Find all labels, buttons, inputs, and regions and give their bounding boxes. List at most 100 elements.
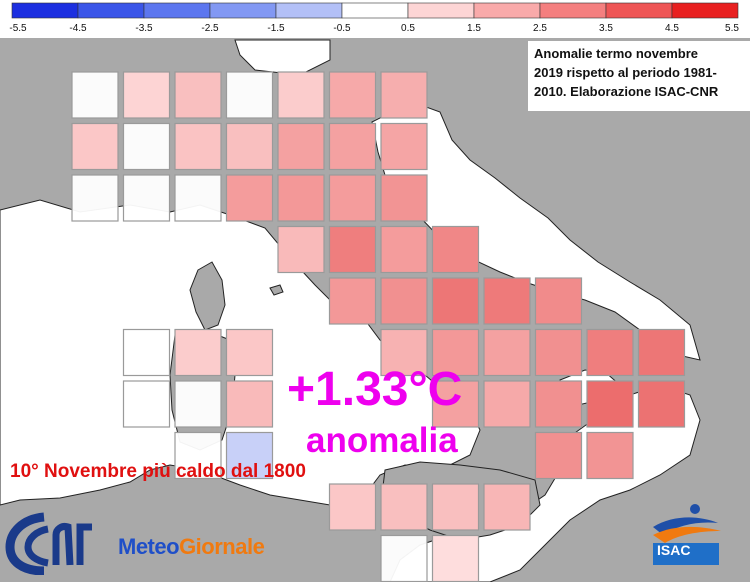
colorbar-swatch	[671, 2, 739, 19]
grid-cell	[225, 71, 274, 119]
anomaly-value: +1.33°C	[287, 363, 463, 416]
colorbar-swatch	[77, 2, 145, 19]
colorbar-tick-label: -5.5	[9, 23, 27, 34]
grid-cell	[534, 277, 583, 325]
meteogiornale-logo: MeteoGiornale	[118, 534, 265, 560]
grid-cell	[174, 431, 222, 480]
grid-cell	[483, 277, 531, 325]
grid-cell	[380, 174, 428, 222]
colorbar-swatch	[341, 2, 409, 19]
colorbar-tick-label: 4.5	[665, 23, 679, 34]
grid-cell	[380, 122, 428, 171]
colorbar-tick-label: -3.5	[135, 23, 153, 34]
grid-cell	[328, 277, 377, 325]
colorbar-swatch	[275, 2, 343, 19]
grid-cell	[431, 328, 480, 377]
headline: 10° Novembre più caldo dal 1800	[10, 461, 306, 482]
colorbar-tick-label: -1.5	[267, 23, 285, 34]
grid-cell	[534, 380, 583, 428]
grid-cell	[174, 328, 222, 377]
grid-cell	[431, 277, 480, 325]
colorbar-tick-label: 2.5	[533, 23, 547, 34]
grid-cell	[71, 174, 119, 222]
grid-cell	[380, 483, 428, 531]
anomaly-label: anomalia	[306, 421, 458, 460]
colorbar-tick-label: -2.5	[201, 23, 219, 34]
grid-cell	[225, 328, 274, 377]
grid-cell	[225, 174, 274, 222]
caption-line-1: Anomalie termo novembre	[534, 46, 698, 61]
grid-cell	[122, 328, 171, 377]
colorbar-swatch	[539, 2, 607, 19]
grid-cell	[483, 328, 531, 377]
grid-cell	[483, 483, 531, 531]
grid-cell	[174, 380, 222, 428]
grid-cell	[277, 225, 325, 274]
colorbar-swatch	[209, 2, 277, 19]
grid-cell	[225, 122, 274, 171]
grid-cell	[71, 122, 119, 171]
grid-cell	[174, 122, 222, 171]
grid-cell	[380, 71, 428, 119]
colorbar-tick-label: 5.5	[725, 23, 739, 34]
grid-cell	[328, 122, 377, 171]
grid-cell	[122, 174, 171, 222]
colorbar-swatch	[605, 2, 673, 19]
grid-cell	[122, 122, 171, 171]
giornale-word: Giornale	[179, 534, 265, 559]
grid-cell	[277, 71, 325, 119]
colorbar-tick-label: 0.5	[401, 23, 415, 34]
corsica	[189, 261, 226, 331]
grid-cell	[586, 431, 634, 480]
grid-cell	[534, 328, 583, 377]
grid-cell	[637, 380, 686, 428]
grid-cell	[483, 380, 531, 428]
grid-cell	[586, 380, 634, 428]
grid-cell	[534, 431, 583, 480]
grid-cell	[225, 380, 274, 428]
caption-line-3: 2010. Elaborazione ISAC-CNR	[534, 84, 719, 99]
grid-cell	[380, 328, 428, 377]
colorbar-swatch	[143, 2, 211, 19]
grid-cell	[431, 225, 480, 274]
colorbar-swatch	[473, 2, 541, 19]
elba	[269, 284, 284, 296]
grid-cell	[328, 225, 377, 274]
grid-cell	[431, 380, 480, 428]
grid-cell	[71, 71, 119, 119]
grid-cell	[431, 483, 480, 531]
isac-label: ISAC	[657, 542, 691, 558]
grid-cell	[277, 122, 325, 171]
grid-cell	[277, 174, 325, 222]
map-caption: Anomalie termo novembre 2019 rispetto al…	[528, 41, 750, 111]
north-sea-patch	[234, 39, 331, 76]
caption-line-2: 2019 rispetto al periodo 1981-	[534, 65, 717, 80]
grid-cell	[225, 431, 274, 480]
anomaly-grid	[71, 71, 686, 582]
grid-cell	[586, 328, 634, 377]
grid-cell	[328, 71, 377, 119]
grid-cell	[174, 174, 222, 222]
colorbar-tick-label: -4.5	[69, 23, 87, 34]
colorbar	[0, 0, 750, 38]
grid-cell	[380, 277, 428, 325]
colorbar-tick-label: 1.5	[467, 23, 481, 34]
grid-cell	[328, 174, 377, 222]
grid-cell	[380, 225, 428, 274]
grid-cell	[431, 534, 480, 582]
colorbar-tick-label: 3.5	[599, 23, 613, 34]
grid-cell	[174, 71, 222, 119]
grid-cell	[122, 71, 171, 119]
grid-cell	[328, 483, 377, 531]
colorbar-tick-label: -0.5	[333, 23, 351, 34]
grid-cell	[637, 328, 686, 377]
cnr-logo	[5, 512, 92, 575]
isac-logo	[653, 504, 721, 565]
grid-cell	[122, 380, 171, 428]
colorbar-swatch	[407, 2, 475, 19]
colorbar-swatch	[11, 2, 79, 19]
meteo-word: Meteo	[118, 534, 180, 559]
grid-cell	[380, 534, 428, 582]
